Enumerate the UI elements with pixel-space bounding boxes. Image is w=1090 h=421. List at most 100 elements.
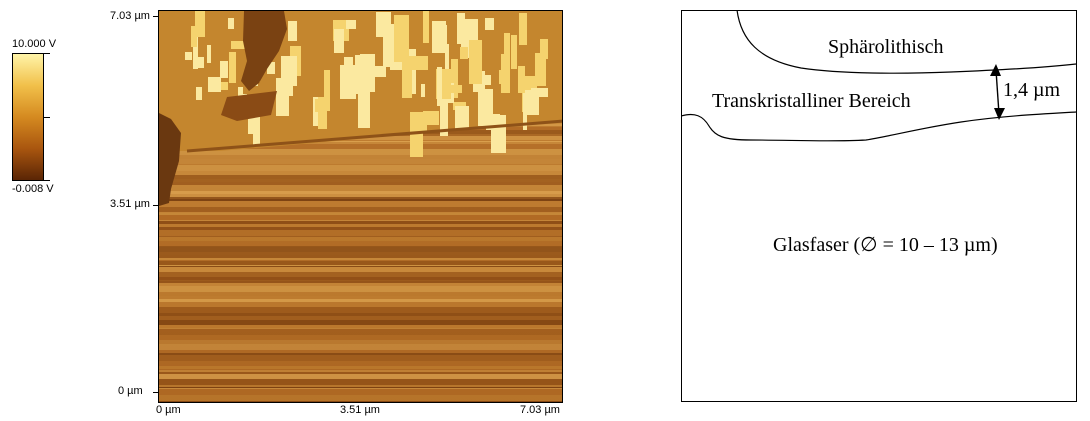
- afm-stripe: [159, 164, 562, 165]
- afm-stripe: [159, 366, 562, 369]
- afm-y-tick-bottom: [153, 392, 158, 393]
- afm-stripe: [159, 258, 562, 260]
- afm-bright-spot: [440, 102, 448, 136]
- afm-bright-spot: [480, 75, 491, 85]
- afm-stripe: [159, 361, 562, 366]
- thickness-arrow-head-top: [990, 64, 1001, 76]
- afm-stripe: [159, 252, 562, 255]
- afm-interface-dark: [159, 113, 181, 206]
- afm-bright-spot: [253, 110, 260, 146]
- afm-bright-spot: [478, 95, 488, 124]
- afm-bright-spot: [423, 11, 429, 43]
- afm-bright-spot: [460, 47, 468, 59]
- thickness-arrow-line: [995, 69, 1000, 115]
- afm-bright-spot: [535, 53, 546, 86]
- region-middle-label: Transkristalliner Bereich: [712, 90, 911, 112]
- afm-stripe: [159, 267, 562, 272]
- afm-bright-spot: [540, 39, 548, 59]
- afm-stripe: [159, 344, 562, 350]
- afm-stripe: [159, 385, 562, 387]
- afm-bright-spot: [346, 20, 356, 29]
- afm-bright-spot: [288, 21, 297, 41]
- afm-bright-spot: [485, 18, 494, 30]
- afm-bright-spot: [355, 55, 362, 94]
- colorbar-tick-mid: [44, 117, 50, 118]
- afm-stripe: [159, 237, 562, 241]
- afm-bright-spot: [207, 45, 211, 63]
- afm-stripe: [159, 197, 562, 199]
- afm-stripe: [159, 329, 562, 335]
- afm-stripe: [159, 299, 562, 302]
- afm-y-top-label: 7.03 µm: [110, 10, 150, 22]
- afm-stripe: [159, 292, 562, 293]
- afm-bright-spot: [208, 77, 221, 92]
- sketch-frame: [681, 10, 1077, 402]
- afm-bright-spot: [358, 90, 370, 128]
- thickness-label: 1,4 µm: [1003, 79, 1061, 101]
- afm-stripe: [159, 286, 562, 292]
- afm-scan-texture: [159, 11, 562, 402]
- afm-bright-spot: [511, 35, 517, 69]
- afm-bright-spot: [231, 41, 248, 49]
- afm-bright-spot: [437, 67, 442, 106]
- afm-stripe: [159, 175, 562, 179]
- afm-bright-spot: [315, 99, 320, 112]
- afm-bright-spot: [457, 13, 465, 44]
- afm-stripe: [159, 236, 562, 237]
- afm-bright-spot: [518, 66, 525, 93]
- afm-bright-spot: [191, 26, 197, 47]
- region-bottom-label: Glasfaser (∅ = 10 – 13 µm): [773, 234, 998, 256]
- afm-stripes: [159, 121, 562, 402]
- afm-stripe: [159, 246, 562, 247]
- afm-stripe: [159, 313, 562, 316]
- afm-stripe: [159, 230, 562, 236]
- afm-bright-spot: [412, 56, 428, 70]
- afm-x-mid-label: 3.51 µm: [340, 404, 380, 416]
- afm-stripe: [159, 212, 562, 213]
- afm-bright-spot: [421, 84, 425, 97]
- afm-bright-spot: [360, 54, 375, 92]
- afm-stripe: [159, 316, 562, 320]
- colorbar-tick-min: [44, 180, 50, 181]
- afm-stripe: [159, 370, 562, 372]
- afm-bright-spot: [455, 106, 469, 129]
- afm-bright-spot: [451, 59, 458, 98]
- afm-stripe: [159, 272, 562, 277]
- afm-stripe: [159, 185, 562, 191]
- afm-bright-spot: [369, 66, 386, 77]
- afm-stripe: [159, 388, 562, 389]
- afm-stripe: [159, 227, 562, 230]
- afm-bright-spot: [276, 78, 289, 116]
- afm-stripe: [159, 140, 562, 141]
- afm-bright-spot: [519, 13, 527, 45]
- afm-x-right-label: 7.03 µm: [520, 404, 560, 416]
- afm-y-bottom-label: 0 µm: [118, 385, 143, 397]
- afm-stripe: [159, 261, 562, 265]
- afm-stripe: [159, 191, 562, 194]
- afm-stripe: [159, 215, 562, 220]
- afm-stripe: [159, 179, 562, 182]
- afm-bright-spot: [215, 82, 228, 90]
- afm-bright-spot: [195, 57, 204, 68]
- fiber-boundary: [681, 111, 1077, 142]
- afm-bright-spot: [195, 11, 205, 37]
- afm-stripe: [159, 401, 562, 402]
- afm-stripe: [159, 144, 562, 149]
- afm-stripe: [159, 302, 562, 307]
- afm-stripe: [159, 182, 562, 185]
- afm-stripe: [159, 149, 562, 155]
- afm-stripe: [159, 281, 562, 283]
- afm-stripe: [159, 280, 562, 281]
- spherulite-boundary: [736, 10, 1077, 74]
- afm-stripe: [159, 224, 562, 227]
- afm-stripe: [159, 165, 562, 171]
- afm-bright-spot: [523, 110, 527, 130]
- colorbar-tick-max: [44, 53, 50, 54]
- afm-bright-spot: [324, 70, 330, 111]
- afm-stripe: [159, 265, 562, 266]
- afm-bright-spot: [318, 97, 327, 129]
- afm-bright-spot: [469, 40, 482, 84]
- afm-stripe: [159, 141, 562, 142]
- afm-stripe: [159, 395, 562, 401]
- afm-stripe: [159, 387, 562, 388]
